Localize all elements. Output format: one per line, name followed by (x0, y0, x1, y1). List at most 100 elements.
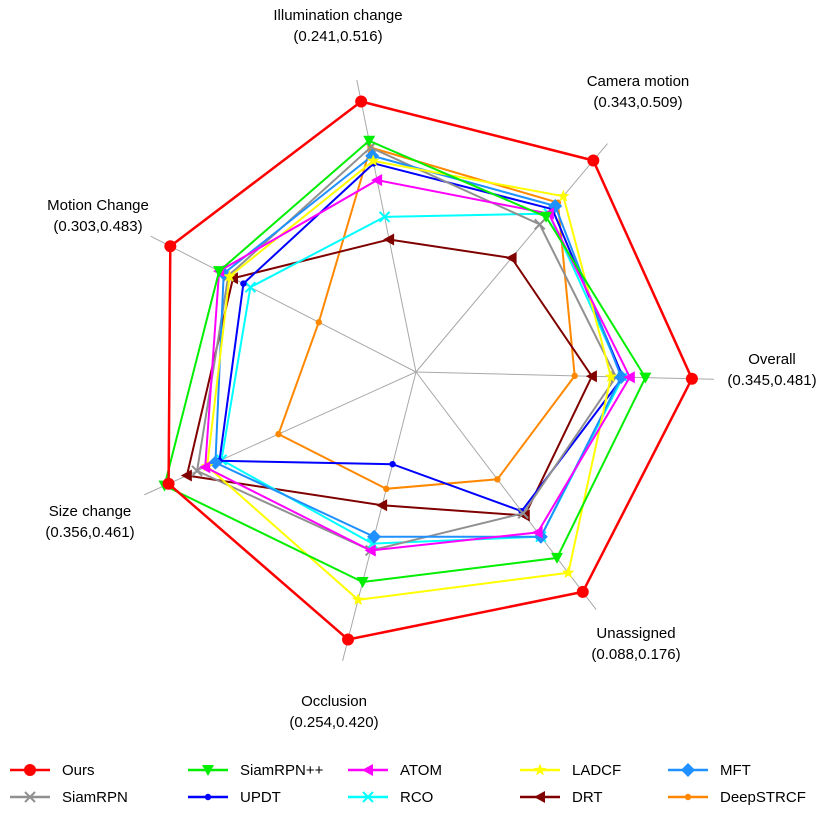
point-ours-motion-change (164, 240, 177, 253)
axis-range-camera-motion: (0.343,0.509) (593, 94, 682, 111)
legend-marker-ladcf (533, 763, 547, 776)
point-ladcf-unassigned (562, 566, 575, 579)
series-line-siamrpn (163, 139, 647, 584)
point-atom-overall (623, 371, 635, 384)
legend-label-siamrpn: SiamRPN (62, 789, 128, 806)
point-siamrpn-camera-motion (540, 211, 553, 223)
legend-item-ours: Ours (10, 762, 95, 779)
series-line-deepstrcf (277, 146, 576, 490)
legend-label-rco: RCO (400, 789, 433, 806)
legend-label-mft: MFT (720, 762, 751, 779)
legend-label-ours: Ours (62, 762, 95, 779)
point-updt-occlusion (389, 460, 396, 468)
axis-range-motion-change: (0.303,0.483) (53, 218, 142, 235)
point-ours-illumination-change (355, 95, 368, 108)
point-ours-camera-motion (587, 154, 600, 167)
point-updt-motion-change (240, 280, 247, 287)
point-rco-motion-change (244, 281, 257, 293)
point-ladcf-illumination-change (367, 154, 380, 167)
series-line-atom (204, 179, 631, 552)
point-siamrpn-unassigned (550, 552, 563, 564)
axis-label-camera-motion: Camera motion (587, 73, 690, 90)
point-drt-illumination-change (383, 233, 395, 246)
point-mft-occlusion (367, 529, 382, 544)
legend-marker-siamrpn (202, 765, 214, 776)
series-rco (215, 207, 629, 550)
legend-item-mft: MFT (668, 762, 751, 779)
legend-item-ladcf: LADCF (520, 762, 621, 779)
axis-label-motion-change: Motion Change (47, 197, 149, 214)
legend: Ours SiamRPN++ ATOM LADCF MFT SiamRPN UPDT RCO D… (10, 762, 806, 806)
point-siamrpn-occlusion (356, 576, 369, 588)
point-ladcf-camera-motion (557, 189, 570, 202)
axis-spoke-motion-change (150, 235, 417, 373)
point-drt-camera-motion (505, 251, 517, 264)
series-line-ladcf (206, 159, 612, 601)
point-siamrpn-motion-change (213, 266, 226, 278)
legend-marker-ours (24, 764, 36, 776)
point-siamrpn-overall (639, 372, 652, 384)
point-ladcf-overall (604, 370, 618, 383)
legend-marker-atom (362, 764, 373, 776)
point-ours-occlusion (342, 633, 355, 646)
series-line-drt (185, 238, 594, 517)
axis-label-unassigned: Unassigned (596, 625, 675, 642)
legend-item-siamrpn: SiamRPN++ (188, 762, 324, 779)
point-siamrpn-camera-motion (534, 218, 546, 231)
point-atom-occlusion (364, 544, 376, 557)
point-atom-illumination-change (371, 174, 383, 187)
legend-marker-rco (362, 791, 374, 803)
point-mft-size-change (208, 455, 223, 470)
series-line-mft (214, 154, 623, 538)
legend-label-drt: DRT (572, 789, 603, 806)
legend-item-deepstrcf: DeepSTRCF (668, 789, 806, 806)
point-rco-illumination-change (378, 211, 391, 223)
point-deepstrcf-overall (571, 372, 578, 380)
legend-item-drt: DRT (520, 789, 603, 806)
legend-label-atom: ATOM (400, 762, 442, 779)
point-atom-size-change (199, 461, 211, 474)
legend-item-updt: UPDT (188, 789, 281, 806)
point-drt-occlusion (376, 499, 388, 512)
axis-labels: Overall (0.345,0.481) Camera motion (0.343,… (45, 7, 816, 731)
point-deepstrcf-unassigned (494, 476, 501, 483)
series-line-rco (220, 212, 625, 545)
axis-spoke-occlusion (342, 371, 417, 662)
legend-label-deepstrcf: DeepSTRCF (720, 789, 806, 806)
axis-spoke-unassigned (415, 371, 597, 610)
point-mft-overall (614, 370, 629, 385)
point-atom-unassigned (531, 526, 543, 539)
point-ladcf-motion-change (223, 270, 236, 282)
point-drt-size-change (180, 469, 192, 482)
point-ours-size-change (162, 477, 175, 490)
legend-item-siamrpn: SiamRPN (10, 789, 128, 806)
point-siamrpn-illumination-change (363, 135, 376, 147)
legend-label-ladcf: LADCF (572, 762, 621, 779)
point-ladcf-occlusion (351, 593, 365, 606)
legend-marker-mft (681, 763, 695, 777)
series-layer (158, 95, 698, 646)
point-ours-unassigned (576, 585, 589, 598)
series-ours (162, 95, 698, 646)
axis-spoke-overall (415, 371, 715, 380)
point-ours-overall (685, 372, 698, 385)
axis-range-unassigned: (0.088,0.176) (591, 646, 680, 663)
point-deepstrcf-motion-change (315, 319, 323, 326)
axis-range-occlusion: (0.254,0.420) (289, 714, 378, 731)
axis-label-size-change: Size change (49, 503, 132, 520)
legend-marker-deepstrcf (684, 793, 692, 801)
series-line-updt (218, 162, 625, 513)
point-drt-overall (585, 370, 597, 383)
legend-item-rco: RCO (348, 789, 433, 806)
axis-label-occlusion: Occlusion (301, 693, 367, 710)
axis-spoke-illumination-change (356, 79, 417, 373)
point-deepstrcf-occlusion (383, 485, 390, 493)
legend-label-siamrpn: SiamRPN++ (240, 762, 324, 779)
axis-range-illumination-change: (0.241,0.516) (293, 28, 382, 45)
legend-marker-siamrpn (24, 791, 36, 803)
point-deepstrcf-size-change (275, 430, 282, 438)
axis-range-overall: (0.345,0.481) (727, 372, 816, 389)
series-drt (180, 233, 597, 522)
point-drt-motion-change (226, 272, 238, 285)
